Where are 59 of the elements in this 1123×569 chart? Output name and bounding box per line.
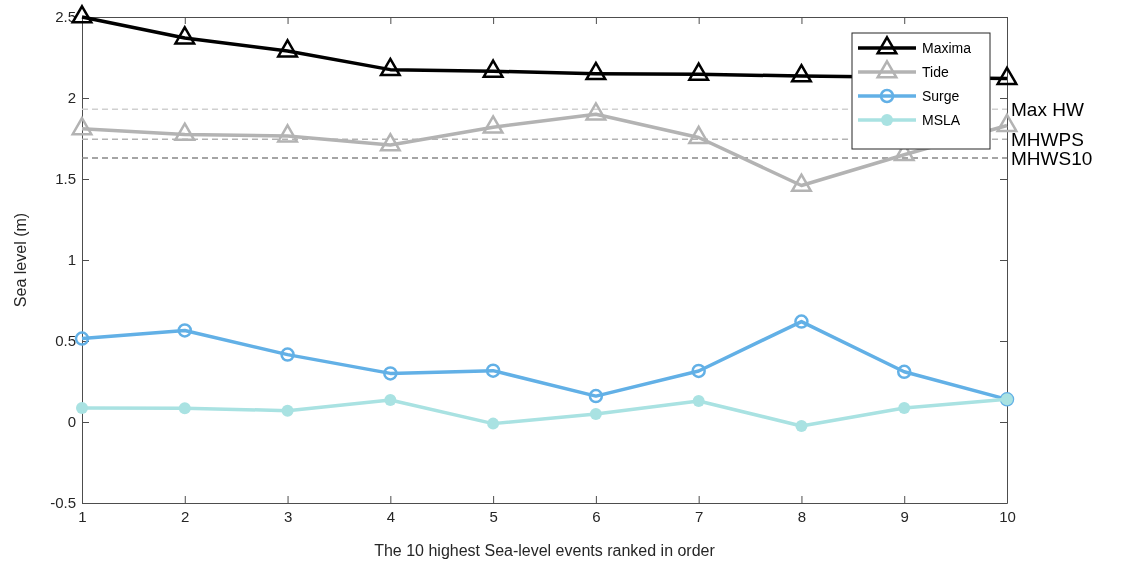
point [485, 363, 501, 378]
point [281, 404, 294, 417]
point [790, 63, 812, 83]
ref-line-label: MHWS10 [1011, 147, 1093, 169]
point [896, 364, 912, 380]
point [588, 388, 604, 404]
y-tick-label: 1 [67, 251, 76, 269]
point [996, 66, 1018, 86]
point [71, 116, 93, 136]
x-tick-label: 7 [694, 507, 704, 525]
point [277, 39, 299, 58]
point [383, 366, 398, 381]
point [795, 420, 808, 433]
ref-line-label: MHWPS [1011, 128, 1084, 150]
point [585, 61, 607, 81]
y-tick-label: -0.5 [50, 494, 76, 512]
point [280, 347, 295, 362]
point [177, 323, 193, 338]
y-tick-label: 0.5 [55, 332, 76, 350]
point [688, 62, 710, 81]
point [482, 115, 504, 134]
point [174, 122, 196, 142]
point [277, 124, 299, 143]
x-tick-label: 4 [386, 507, 396, 525]
point [794, 314, 809, 329]
legend-label: Tide [922, 63, 949, 80]
point [589, 407, 602, 420]
point [174, 26, 196, 45]
point [790, 173, 812, 193]
legend-label: Maxima [922, 39, 972, 56]
point [482, 59, 504, 78]
point [76, 402, 88, 415]
x-axis-title: The 10 highest Sea-level events ranked in order [374, 542, 716, 559]
x-tick-label: 5 [489, 507, 498, 525]
x-tick-label: 9 [900, 507, 909, 525]
x-tick-label: 2 [181, 507, 190, 525]
point [487, 417, 500, 430]
point [74, 331, 90, 346]
point [384, 393, 397, 406]
point [379, 132, 401, 152]
point [692, 394, 705, 407]
y-tick-label: 0 [67, 413, 76, 431]
x-tick-label: 3 [283, 507, 293, 525]
point [688, 125, 710, 145]
point [178, 402, 191, 415]
y-tick-label: 2 [67, 89, 76, 107]
point [691, 363, 706, 379]
x-tick-label: 6 [592, 507, 601, 525]
y-axis-title: Sea level (m) [12, 212, 29, 308]
y-tick-label: 1.5 [55, 170, 76, 188]
ref-line-label: Max HW [1011, 98, 1084, 120]
x-tick-label: 8 [797, 507, 807, 525]
point [379, 57, 401, 77]
legend-label: Surge [922, 87, 960, 104]
point [585, 102, 607, 121]
legend-label: MSLA [922, 111, 961, 128]
x-tick-label: 10 [999, 507, 1016, 525]
x-tick-label: 1 [78, 507, 87, 525]
point [898, 402, 911, 415]
